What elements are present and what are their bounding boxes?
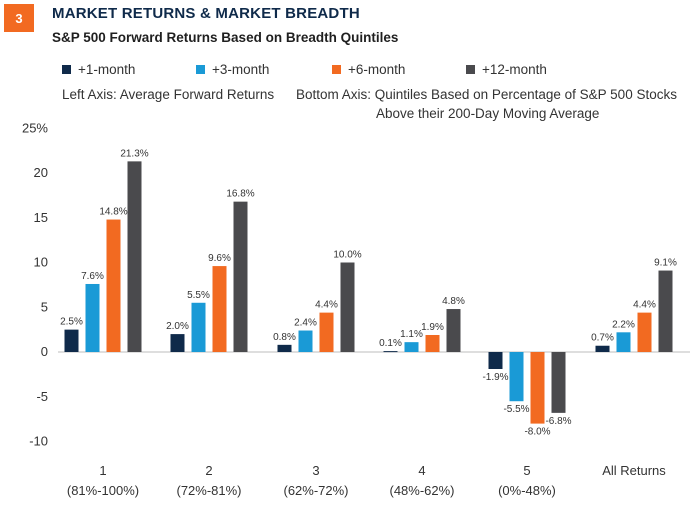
x-category-range-label: (0%-48%) <box>498 483 556 498</box>
y-tick-label: 15 <box>34 210 48 225</box>
bar <box>170 334 185 352</box>
legend-item-12-month: +12-month <box>466 62 547 77</box>
legend-item-3-month: +3-month <box>196 62 269 77</box>
x-category-range-label: (81%-100%) <box>67 483 139 498</box>
bar <box>85 283 100 352</box>
bar <box>425 334 440 352</box>
bar <box>106 219 121 352</box>
figure-number-badge: 3 <box>4 4 34 32</box>
data-label: 4.4% <box>315 300 338 311</box>
legend-swatch <box>196 65 205 74</box>
bar <box>530 352 545 424</box>
data-label: 7.6% <box>81 271 104 282</box>
legend-swatch <box>466 65 475 74</box>
data-label: 1.1% <box>400 329 423 340</box>
data-label: 0.7% <box>591 333 614 344</box>
bottom-axis-note-line2: Above their 200-Day Moving Average <box>376 106 600 121</box>
bar <box>191 302 206 352</box>
bar <box>319 312 334 352</box>
legend-swatch <box>332 65 341 74</box>
bar <box>64 329 79 352</box>
chart-subtitle: S&P 500 Forward Returns Based on Breadth… <box>52 30 399 45</box>
x-category-range-label: (48%-62%) <box>389 483 454 498</box>
bar <box>298 330 313 352</box>
legend-label: +6-month <box>348 62 406 77</box>
bar <box>404 342 419 352</box>
legend-item-6-month: +6-month <box>332 62 405 77</box>
x-category-label: 3 <box>312 463 319 478</box>
data-label: 16.8% <box>226 189 254 200</box>
bar <box>637 312 652 352</box>
data-label: -6.8% <box>545 416 571 427</box>
data-label: 2.0% <box>166 321 189 332</box>
y-tick-label: 5 <box>41 299 48 314</box>
data-label: -1.9% <box>482 372 508 383</box>
legend-label: +3-month <box>212 62 270 77</box>
x-category-label: All Returns <box>602 463 666 478</box>
y-tick-label: -5 <box>36 389 48 404</box>
legend-label: +12-month <box>482 62 547 77</box>
data-label: 2.5% <box>60 317 83 328</box>
data-label: -8.0% <box>524 427 550 438</box>
data-label: -5.5% <box>503 404 529 415</box>
data-label: 10.0% <box>333 250 361 261</box>
data-label: 0.1% <box>379 338 402 349</box>
data-label: 4.8% <box>442 296 465 307</box>
x-category-label: 5 <box>523 463 530 478</box>
data-label: 2.2% <box>612 319 635 330</box>
left-axis-note: Left Axis: Average Forward Returns <box>62 87 275 102</box>
y-tick-label: 10 <box>34 255 48 270</box>
x-category-label: 4 <box>418 463 425 478</box>
y-tick-label: 0 <box>41 344 48 359</box>
bar <box>340 262 355 352</box>
legend-swatch <box>62 65 71 74</box>
x-category-label: 1 <box>99 463 106 478</box>
legend-item-1-month: +1-month <box>62 62 135 77</box>
data-label: 0.8% <box>273 332 296 343</box>
data-label: 4.4% <box>633 300 656 311</box>
bar <box>127 161 142 352</box>
data-label: 21.3% <box>120 148 148 159</box>
bar <box>616 332 631 352</box>
bar <box>446 309 461 352</box>
x-category-range-label: (72%-81%) <box>176 483 241 498</box>
bottom-axis-note-line1: Bottom Axis: Quintiles Based on Percenta… <box>296 87 677 102</box>
x-category-label: 2 <box>205 463 212 478</box>
bar <box>233 201 248 352</box>
y-tick-label: -10 <box>29 434 48 449</box>
y-tick-label: 25% <box>22 120 48 135</box>
legend-label: +1-month <box>78 62 136 77</box>
data-label: 2.4% <box>294 318 317 329</box>
chart-title: MARKET RETURNS & MARKET BREADTH <box>52 5 360 22</box>
bar <box>277 344 292 352</box>
bar <box>658 270 673 352</box>
bar <box>509 352 524 402</box>
bar <box>212 266 227 352</box>
bar <box>551 352 566 413</box>
bar <box>383 351 398 353</box>
data-label: 9.1% <box>654 258 677 269</box>
data-label: 14.8% <box>99 207 127 218</box>
bar <box>595 345 610 352</box>
bar <box>488 352 503 370</box>
y-tick-label: 20 <box>34 165 48 180</box>
x-category-range-label: (62%-72%) <box>283 483 348 498</box>
data-label: 5.5% <box>187 290 210 301</box>
data-label: 1.9% <box>421 322 444 333</box>
data-label: 9.6% <box>208 253 231 264</box>
